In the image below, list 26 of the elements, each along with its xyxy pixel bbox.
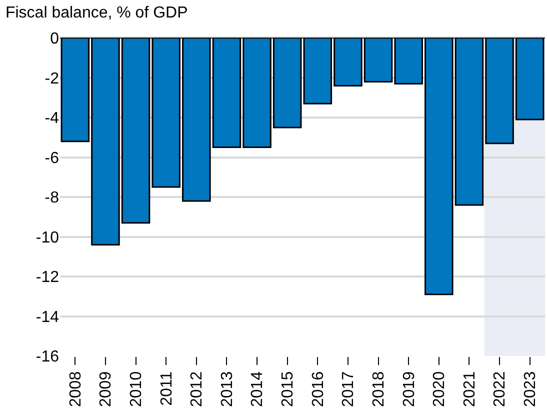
x-tick-label: 2011 <box>158 371 176 406</box>
x-tick-label: 2023 <box>522 371 540 407</box>
y-tick-label: -2 <box>44 70 60 88</box>
x-tick-label: 2016 <box>310 371 327 407</box>
y-tick-label: 0 <box>50 30 60 48</box>
x-tick-label: 2014 <box>249 371 266 407</box>
y-tick-label: -8 <box>44 190 60 207</box>
y-tick-label: -12 <box>36 269 60 286</box>
x-tick-label: 2020 <box>431 371 448 407</box>
x-tick-label: 2021 <box>461 371 478 407</box>
x-tick-label: 2008 <box>67 371 84 407</box>
x-tick-label: 2022 <box>492 371 509 407</box>
chart-title: Fiscal balance, % of GDP <box>5 4 188 22</box>
x-tick-label: 2010 <box>128 371 145 407</box>
x-tick-label: 2009 <box>98 371 115 407</box>
x-tick-label: 2012 <box>188 371 206 407</box>
x-tick-label: 2013 <box>218 371 236 407</box>
x-tick-label: 2015 <box>280 371 297 407</box>
y-tick-label: -6 <box>44 150 60 167</box>
y-tick-label: -10 <box>36 229 60 246</box>
x-tick-label: 2019 <box>400 371 418 407</box>
y-tick-label: -4 <box>44 110 60 128</box>
x-tick-label: 2017 <box>340 371 358 407</box>
x-tick-label: 2018 <box>370 371 388 407</box>
y-tick-label: -14 <box>36 308 60 326</box>
y-tick-label: -16 <box>36 348 60 366</box>
